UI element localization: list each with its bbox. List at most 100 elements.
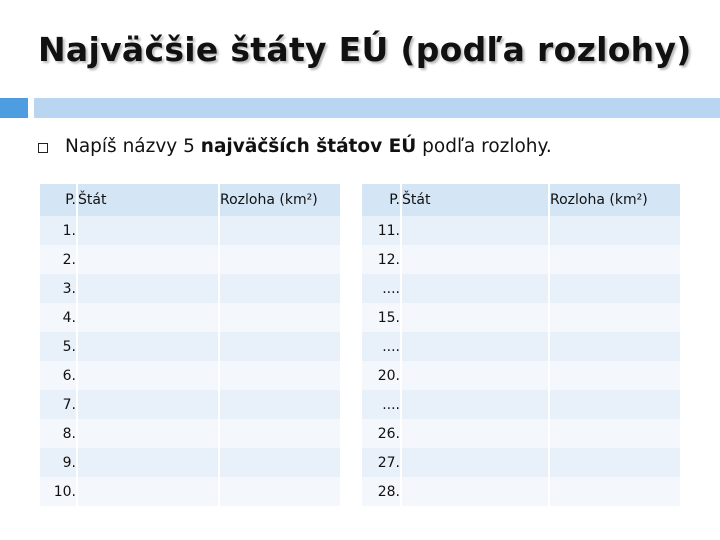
area-cell[interactable] [550, 332, 680, 361]
rank-cell: 8. [40, 419, 76, 448]
area-cell[interactable] [550, 390, 680, 419]
table-header-row: P. Štát Rozloha (km²) [40, 184, 340, 216]
country-cell[interactable] [402, 390, 548, 419]
table-row: 6. [40, 361, 340, 390]
country-cell[interactable] [402, 303, 548, 332]
area-cell[interactable] [550, 216, 680, 245]
area-cell[interactable] [220, 274, 340, 303]
table-row: 3. [40, 274, 340, 303]
country-cell[interactable] [402, 477, 548, 506]
area-cell[interactable] [220, 332, 340, 361]
area-cell[interactable] [550, 419, 680, 448]
table-row: 26. [362, 419, 680, 448]
rank-cell: .... [362, 390, 400, 419]
country-cell[interactable] [402, 332, 548, 361]
square-bullet-icon [38, 142, 48, 153]
rank-cell: 7. [40, 390, 76, 419]
header-area: Rozloha (km²) [550, 184, 680, 216]
area-cell[interactable] [550, 245, 680, 274]
table-row: 1. [40, 216, 340, 245]
table-row: 8. [40, 419, 340, 448]
slide-title: Najväčšie štáty EÚ (podľa rozlohy) [38, 30, 692, 69]
area-cell[interactable] [220, 419, 340, 448]
table-row: 11. [362, 216, 680, 245]
accent-bar-light-segment [34, 98, 720, 118]
country-cell[interactable] [78, 332, 218, 361]
country-cell[interactable] [402, 245, 548, 274]
country-cell[interactable] [78, 477, 218, 506]
table-row: 4. [40, 303, 340, 332]
area-cell[interactable] [220, 303, 340, 332]
table-row: .... [362, 274, 680, 303]
country-cell[interactable] [78, 245, 218, 274]
area-cell[interactable] [550, 477, 680, 506]
rank-cell: 11. [362, 216, 400, 245]
country-cell[interactable] [402, 274, 548, 303]
area-cell[interactable] [220, 216, 340, 245]
header-rank: P. [362, 184, 400, 216]
rank-cell: .... [362, 274, 400, 303]
table-row: 2. [40, 245, 340, 274]
header-rank: P. [40, 184, 76, 216]
table-row: 27. [362, 448, 680, 477]
table-row: .... [362, 390, 680, 419]
country-cell[interactable] [78, 448, 218, 477]
table-row: 9. [40, 448, 340, 477]
rank-cell: 20. [362, 361, 400, 390]
area-cell[interactable] [220, 245, 340, 274]
rank-cell: 26. [362, 419, 400, 448]
table-row: 7. [40, 390, 340, 419]
area-cell[interactable] [220, 477, 340, 506]
rank-cell: 27. [362, 448, 400, 477]
table-row: .... [362, 332, 680, 361]
country-cell[interactable] [78, 361, 218, 390]
area-cell[interactable] [550, 361, 680, 390]
header-country: Štát [402, 184, 548, 216]
table-row: 28. [362, 477, 680, 506]
area-cell[interactable] [220, 390, 340, 419]
rank-cell: 3. [40, 274, 76, 303]
ranking-table-right: P. Štát Rozloha (km²) 11. 12. .... 15. .… [360, 184, 682, 506]
rank-cell: 4. [40, 303, 76, 332]
country-cell[interactable] [402, 419, 548, 448]
instruction-text-bold: najväčších štátov EÚ [200, 136, 417, 157]
country-cell[interactable] [78, 303, 218, 332]
country-cell[interactable] [78, 419, 218, 448]
instruction-text-end: podľa rozlohy. [416, 136, 552, 157]
rank-cell: 15. [362, 303, 400, 332]
country-cell[interactable] [78, 216, 218, 245]
country-cell[interactable] [78, 274, 218, 303]
rank-cell: 6. [40, 361, 76, 390]
rank-cell: 28. [362, 477, 400, 506]
rank-cell: 5. [40, 332, 76, 361]
country-cell[interactable] [402, 361, 548, 390]
area-cell[interactable] [550, 448, 680, 477]
accent-bar [0, 98, 720, 118]
table-header-row: P. Štát Rozloha (km²) [362, 184, 680, 216]
instruction-text-start: Napíš názvy 5 [65, 136, 201, 157]
country-cell[interactable] [78, 390, 218, 419]
table-row: 12. [362, 245, 680, 274]
accent-bar-dark-segment [0, 98, 28, 118]
table-row: 15. [362, 303, 680, 332]
rank-cell: 2. [40, 245, 76, 274]
area-cell[interactable] [550, 303, 680, 332]
area-cell[interactable] [220, 361, 340, 390]
country-cell[interactable] [402, 448, 548, 477]
table-row: 20. [362, 361, 680, 390]
rank-cell: 9. [40, 448, 76, 477]
header-area: Rozloha (km²) [220, 184, 340, 216]
header-country: Štát [78, 184, 218, 216]
table-row: 5. [40, 332, 340, 361]
area-cell[interactable] [550, 274, 680, 303]
rank-cell: 1. [40, 216, 76, 245]
area-cell[interactable] [220, 448, 340, 477]
instruction-bullet: Napíš názvy 5 najväčších štátov EÚ podľa… [38, 136, 552, 157]
country-cell[interactable] [402, 216, 548, 245]
rank-cell: 10. [40, 477, 76, 506]
instruction-text: Napíš názvy 5 najväčších štátov EÚ podľa… [65, 136, 552, 157]
rank-cell: .... [362, 332, 400, 361]
rank-cell: 12. [362, 245, 400, 274]
ranking-table-left: P. Štát Rozloha (km²) 1. 2. 3. 4. 5. 6. … [38, 184, 342, 506]
table-row: 10. [40, 477, 340, 506]
